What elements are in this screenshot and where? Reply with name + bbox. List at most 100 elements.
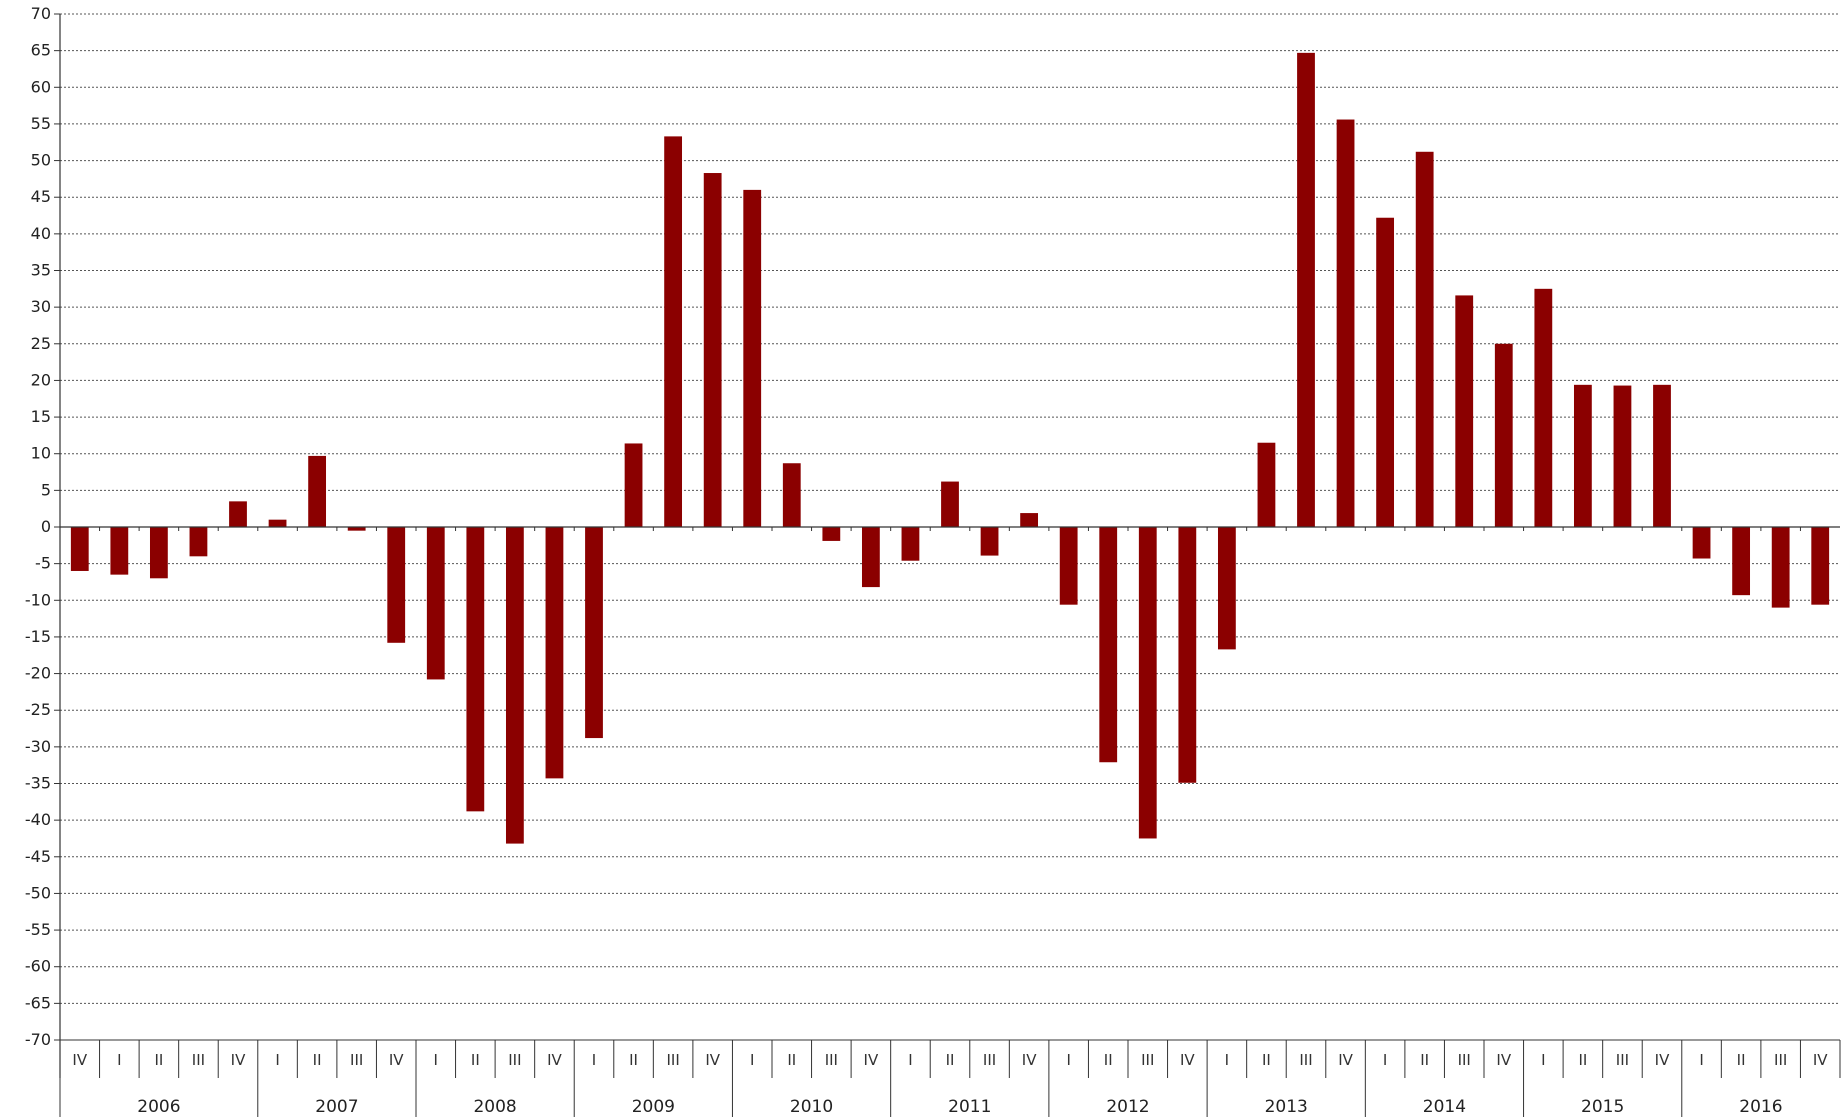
bar bbox=[545, 527, 564, 779]
x-category-label: IV bbox=[705, 1051, 720, 1069]
x-category-label: IV bbox=[1813, 1051, 1828, 1069]
bar bbox=[70, 527, 89, 571]
bars bbox=[70, 52, 1830, 844]
bar bbox=[1336, 119, 1355, 527]
x-category-label: IV bbox=[231, 1051, 246, 1069]
bar bbox=[782, 463, 801, 527]
y-tick-label: -30 bbox=[25, 737, 51, 756]
x-category-label: I bbox=[434, 1051, 438, 1069]
y-tick-label: -15 bbox=[25, 627, 51, 646]
year-label: 2006 bbox=[137, 1097, 180, 1117]
axes bbox=[54, 13, 1841, 1117]
x-category-label: I bbox=[1383, 1051, 1387, 1069]
x-category-label: IV bbox=[389, 1051, 404, 1069]
y-tick-label: -40 bbox=[25, 810, 51, 829]
x-category-label: II bbox=[629, 1051, 638, 1069]
x-category-label: II bbox=[1104, 1051, 1113, 1069]
bar bbox=[901, 527, 920, 561]
y-tick-label: -5 bbox=[35, 554, 51, 573]
year-label: 2007 bbox=[315, 1097, 358, 1117]
year-labels: 2006 2007 2008 2009 2010 2011 2012 2013 2014 2015… bbox=[137, 1097, 1782, 1117]
year-label: 2012 bbox=[1106, 1097, 1149, 1117]
bar bbox=[1534, 288, 1553, 527]
bar bbox=[1811, 527, 1830, 605]
x-category-label: I bbox=[117, 1051, 121, 1069]
bar bbox=[1059, 527, 1078, 605]
x-category-label: IV bbox=[1022, 1051, 1037, 1069]
x-category-label: I bbox=[1066, 1051, 1070, 1069]
bar bbox=[1573, 384, 1592, 527]
bar bbox=[229, 501, 247, 527]
bar bbox=[1613, 385, 1632, 527]
bar bbox=[1217, 527, 1236, 650]
x-category-label: II bbox=[787, 1051, 796, 1069]
x-category-label: I bbox=[1541, 1051, 1545, 1069]
year-label: 2009 bbox=[632, 1097, 675, 1117]
y-tick-label: 55 bbox=[31, 114, 51, 133]
y-tick-label: 0 bbox=[41, 517, 51, 536]
bar bbox=[189, 527, 208, 557]
bar bbox=[1257, 442, 1276, 527]
x-category-label: III bbox=[825, 1051, 838, 1069]
x-category-label: III bbox=[508, 1051, 521, 1069]
year-label: 2011 bbox=[948, 1097, 991, 1117]
bar bbox=[308, 455, 327, 527]
x-category-label: IV bbox=[72, 1051, 87, 1069]
y-tick-label: -50 bbox=[25, 883, 51, 902]
year-label: 2013 bbox=[1265, 1097, 1308, 1117]
x-category-label: II bbox=[1578, 1051, 1587, 1069]
y-tick-label: -10 bbox=[25, 590, 51, 609]
y-tick-label: -70 bbox=[25, 1030, 51, 1049]
y-tick-label: 65 bbox=[31, 41, 51, 60]
x-category-label: III bbox=[666, 1051, 679, 1069]
y-tick-label: 20 bbox=[31, 370, 51, 389]
bar bbox=[1692, 527, 1711, 559]
y-tick-label: -20 bbox=[25, 664, 51, 683]
bar bbox=[1494, 343, 1513, 527]
y-tick-label: -55 bbox=[25, 920, 51, 939]
x-category-label: IV bbox=[1338, 1051, 1353, 1069]
x-category-label: IV bbox=[1180, 1051, 1195, 1069]
year-label: 2015 bbox=[1581, 1097, 1624, 1117]
x-category-label: II bbox=[946, 1051, 955, 1069]
bar bbox=[110, 527, 129, 575]
bar bbox=[1020, 513, 1039, 527]
x-category-label: I bbox=[1225, 1051, 1229, 1069]
y-tick-label: 25 bbox=[31, 334, 51, 353]
y-tick-label: -45 bbox=[25, 847, 51, 866]
x-category-label: II bbox=[1262, 1051, 1271, 1069]
x-category-label: I bbox=[275, 1051, 279, 1069]
x-category-label: I bbox=[1699, 1051, 1703, 1069]
y-tick-label: 15 bbox=[31, 407, 51, 426]
x-category-label: II bbox=[1420, 1051, 1429, 1069]
bar bbox=[268, 519, 287, 527]
bar bbox=[980, 527, 999, 556]
bar bbox=[743, 189, 762, 527]
bar bbox=[426, 527, 445, 680]
x-category-label: III bbox=[1458, 1051, 1471, 1069]
y-tick-label: -25 bbox=[25, 700, 51, 719]
bar bbox=[861, 527, 880, 588]
bar bbox=[822, 527, 841, 541]
x-category-label: I bbox=[592, 1051, 596, 1069]
y-tick-label: 40 bbox=[31, 224, 51, 243]
bar bbox=[1099, 527, 1118, 763]
bar bbox=[1455, 295, 1474, 527]
y-tick-label: 45 bbox=[31, 187, 51, 206]
x-category-label: I bbox=[908, 1051, 912, 1069]
bar bbox=[1178, 527, 1197, 783]
y-tick-label: 50 bbox=[31, 151, 51, 170]
year-label: 2008 bbox=[473, 1097, 516, 1117]
x-category-label: III bbox=[1141, 1051, 1154, 1069]
bar bbox=[1415, 151, 1434, 527]
bar bbox=[1297, 52, 1315, 527]
x-category-label: III bbox=[983, 1051, 996, 1069]
x-category-label: II bbox=[154, 1051, 163, 1069]
x-category-label: III bbox=[350, 1051, 363, 1069]
y-tick-label: 35 bbox=[31, 261, 51, 280]
x-category-label: II bbox=[1737, 1051, 1746, 1069]
y-tick-label: 30 bbox=[31, 297, 51, 316]
bar bbox=[941, 481, 959, 527]
bar bbox=[624, 443, 643, 527]
